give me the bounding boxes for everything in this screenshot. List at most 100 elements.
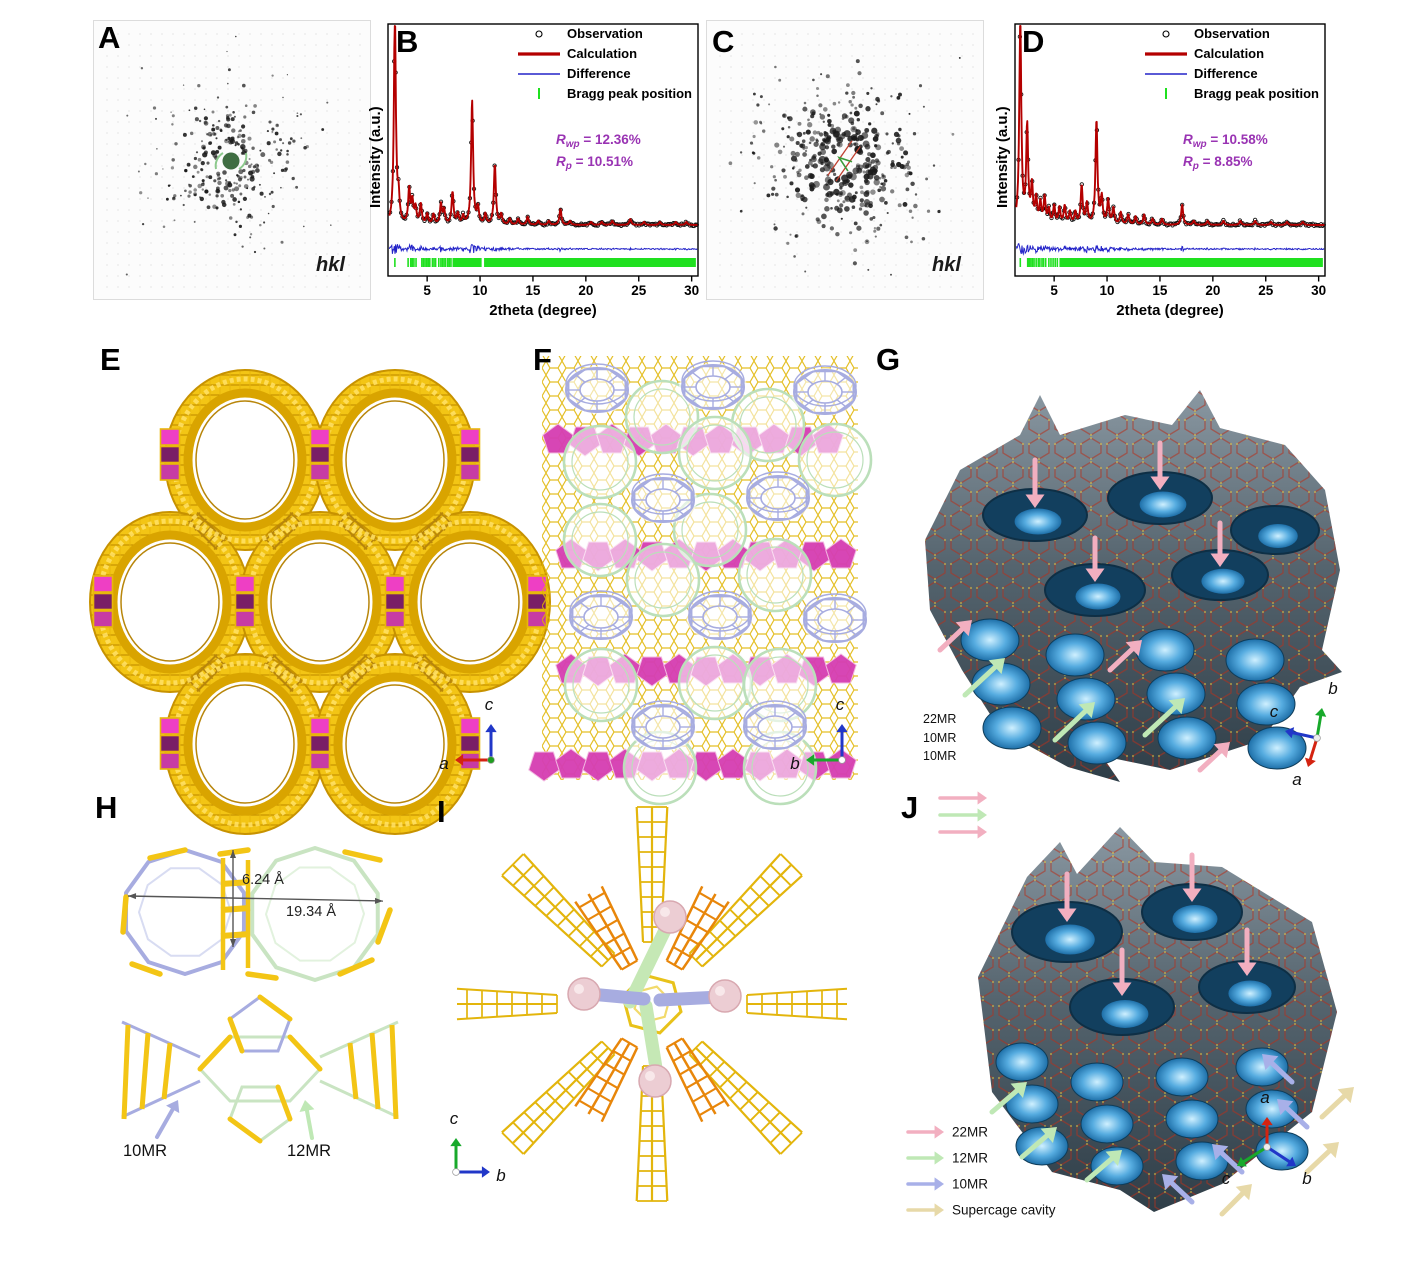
r-values: Rwp = 12.36% Rp = 10.51% [556,132,641,172]
i-framework [456,806,848,1202]
svg-text:Bragg peak position: Bragg peak position [1194,86,1319,101]
svg-text:22MR: 22MR [952,1125,988,1140]
svg-text:Rwp = 12.36%: Rwp = 12.36% [556,132,641,150]
magenta-d4r-columns [92,428,548,770]
calculation-curve [388,25,698,226]
panel-label-i: I [437,794,446,829]
svg-text:c: c [1222,1169,1231,1188]
svg-text:25: 25 [631,283,647,298]
svg-text:Observation: Observation [1194,26,1270,41]
center-beam-marker [214,152,248,170]
svg-text:25: 25 [1258,283,1274,298]
g-channel-label-10mr-2: 10MR [923,749,957,763]
panel-label-g: G [876,342,901,377]
calculation-curve [1015,25,1325,226]
hkl-label-c: hkl [932,254,961,276]
j-legend: 22MR 12MR 10MR Supercage cavity [906,1125,1056,1218]
gold-framework [89,369,551,835]
svg-text:10MR: 10MR [952,1177,988,1192]
r-values: Rwp = 10.58% Rp = 8.85% [1183,132,1268,172]
svg-text:Rwp = 10.58%: Rwp = 10.58% [1183,132,1268,150]
svg-text:c: c [485,695,494,714]
svg-text:c: c [450,1109,459,1128]
framework-view-f: cb [528,356,873,806]
svg-text:20: 20 [1205,283,1220,298]
x-axis-label-d: 2theta (degree) [1116,302,1224,319]
svg-text:20: 20 [578,283,593,298]
ring-label-10mr: 10MR [123,1142,167,1160]
panel-label-d: D [1022,24,1045,59]
svg-text:Calculation: Calculation [567,46,637,61]
rietveld-chart-b: 5 10 15 20 25 30 Observation Calculation Differe… [367,23,699,319]
g-channel-labels: 22MR 10MR 10MR [923,710,956,766]
bragg-tick-row [394,258,696,267]
g-channel-arrows [937,440,1230,773]
y-axis-label-d: Intensity (a.u.) [994,106,1011,208]
axis-triad-j: a b c [1222,1088,1312,1188]
diffraction-pattern-c [710,24,978,294]
svg-text:30: 30 [684,283,699,298]
svg-text:12MR: 12MR [952,1151,988,1166]
dimension-arrows [127,850,384,947]
chart-body-d: 5 10 15 20 25 30 Observation Calculation Differe… [1014,23,1326,298]
svg-text:Difference: Difference [567,66,631,81]
plot-frame [1014,23,1326,277]
svg-text:5: 5 [1050,283,1058,298]
guest-rods [567,900,742,1098]
panel-label-f: F [533,342,552,377]
axis-triad-f: cb [790,695,848,773]
svg-text:c: c [1270,702,1279,721]
framework-view-i: cb [450,806,848,1202]
svg-text:a: a [1292,770,1301,789]
svg-text:Supercage cavity: Supercage cavity [952,1203,1056,1218]
f-motifs [528,360,873,806]
bragg-tick-row [1019,258,1323,267]
svg-text:b: b [1328,679,1337,698]
difference-curve [1015,242,1325,256]
svg-text:a: a [1260,1088,1269,1107]
svg-text:30: 30 [1311,283,1326,298]
svg-text:b: b [1302,1169,1311,1188]
y-axis-label-b: Intensity (a.u.) [367,106,384,208]
dimension-label-horizontal: 19.34 Å [286,903,336,920]
svg-text:Bragg peak position: Bragg peak position [567,86,692,101]
panel-label-b: B [396,24,419,59]
svg-text:5: 5 [423,283,431,298]
j-surface [978,827,1337,1212]
svg-text:a: a [439,754,448,773]
pore-surface-view-j: 22MR 12MR 10MR Supercage cavity a b c [906,791,1354,1218]
chart-legend: Observation Calculation Difference Bragg pe… [1145,26,1319,101]
observation-markers [387,59,699,229]
chart-legend: Observation Calculation Difference Bragg pe… [518,26,692,101]
cage-dimensions-h: 6.24 Å 19.34 Å 10MR 12MR [120,846,399,1160]
difference-curve [388,242,698,254]
diffraction-spots [125,35,332,276]
panel-label-c: C [712,24,735,59]
svg-text:c: c [836,695,845,714]
svg-text:15: 15 [525,283,541,298]
ring-wireframe [121,994,399,1144]
pore-surface-view-g: b c a [925,390,1342,789]
svg-text:10: 10 [1100,283,1115,298]
g-channel-label-22mr: 22MR [923,712,957,726]
axis-triad-e: ca [439,695,497,773]
chart-body-b: 5 10 15 20 25 30 Observation Calculation Differe… [387,23,699,298]
dimension-label-vertical: 6.24 Å [242,871,284,888]
diffraction-pattern-a [97,24,365,294]
framework-view-e: ca [89,369,551,835]
panel-label-j: J [901,790,919,825]
plot-frame [387,23,699,277]
svg-text:Calculation: Calculation [1194,46,1264,61]
svg-text:b: b [496,1166,505,1185]
panel-label-e: E [100,342,121,377]
rietveld-chart-d: 5 10 15 20 25 30 Observation Calculation Differe… [994,23,1326,319]
g-surface [925,390,1342,782]
svg-text:Difference: Difference [1194,66,1258,81]
j-top-arrows [938,791,987,839]
svg-text:10: 10 [473,283,488,298]
svg-text:b: b [790,754,799,773]
observation-markers [1014,34,1326,229]
svg-text:Rp = 10.51%: Rp = 10.51% [556,154,633,172]
g-channel-label-10mr-1: 10MR [923,730,957,745]
